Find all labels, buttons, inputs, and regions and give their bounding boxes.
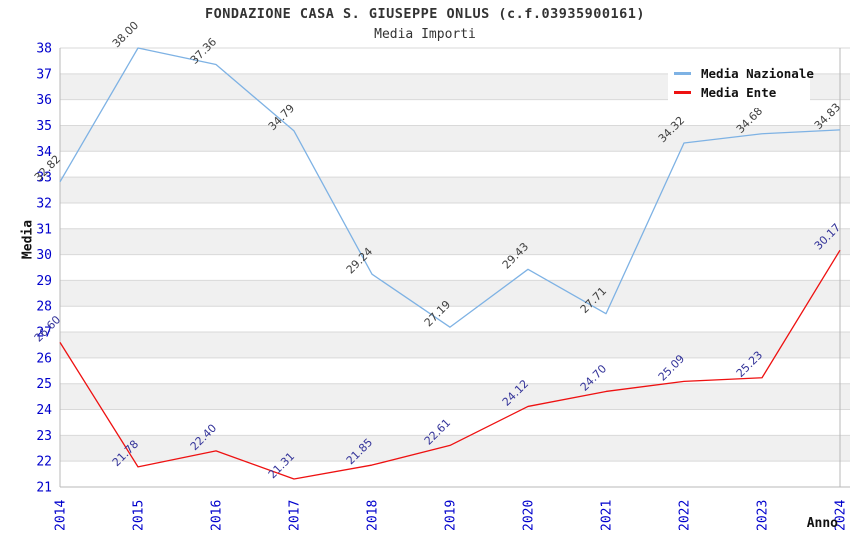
legend: Media Nazionale Media Ente [668,58,814,108]
plot-stripe [60,228,850,255]
y-tick-label: 25 [36,377,52,392]
x-tick-label: 2024 [834,500,849,531]
y-tick-label: 21 [36,481,52,496]
x-tick-label: 2023 [756,500,771,531]
y-tick-label: 32 [36,196,52,211]
y-tick-label: 26 [36,351,52,366]
chart-title: FONDAZIONE CASA S. GIUSEPPE ONLUS (c.f.0… [204,6,645,22]
plot-stripe [60,332,850,358]
x-tick-label: 2017 [288,500,303,531]
x-tick-label: 2019 [444,500,459,531]
plot-stripe [60,125,850,152]
legend-item-media-nazionale: Media Nazionale [674,64,814,83]
y-tick-label: 34 [36,145,52,160]
x-tick-label: 2022 [678,500,693,531]
y-tick-label: 36 [36,93,52,108]
legend-item-media-ente: Media Ente [674,83,806,102]
y-axis-title: Media [20,219,36,260]
legend-swatch-blue-line-icon [674,72,691,75]
x-tick-label: 2018 [366,500,381,531]
x-tick-label: 2016 [210,500,225,531]
y-tick-label: 31 [36,222,52,237]
y-tick-label: 24 [36,403,52,418]
legend-swatch-red-line-icon [674,91,691,94]
series-line-media-nazionale [59,47,841,328]
y-tick-label: 27 [36,326,52,341]
legend-label: Media Ente [701,85,777,100]
x-axis-title: Anno [806,516,838,531]
x-tick-label: 2021 [600,500,615,531]
plot-stripe [60,435,850,462]
plot-stripe [60,383,850,410]
y-tick-label: 38 [36,42,52,57]
x-tick-label: 2020 [522,500,537,531]
y-tick-label: 23 [36,429,52,444]
y-tick-label: 28 [36,300,52,315]
y-tick-label: 33 [36,171,52,186]
series-line-media-ente [59,249,841,480]
y-tick-label: 35 [36,119,52,134]
plot-stripe [60,280,850,307]
chart-subtitle: Media Importi [374,27,476,42]
x-tick-label: 2014 [54,500,69,531]
y-tick-label: 37 [36,67,52,82]
x-tick-label: 2015 [132,500,147,531]
y-tick-label: 29 [36,274,52,289]
y-tick-label: 22 [36,455,52,470]
y-tick-label: 30 [36,248,52,263]
plot-stripe [60,177,850,203]
legend-label: Media Nazionale [701,66,814,81]
